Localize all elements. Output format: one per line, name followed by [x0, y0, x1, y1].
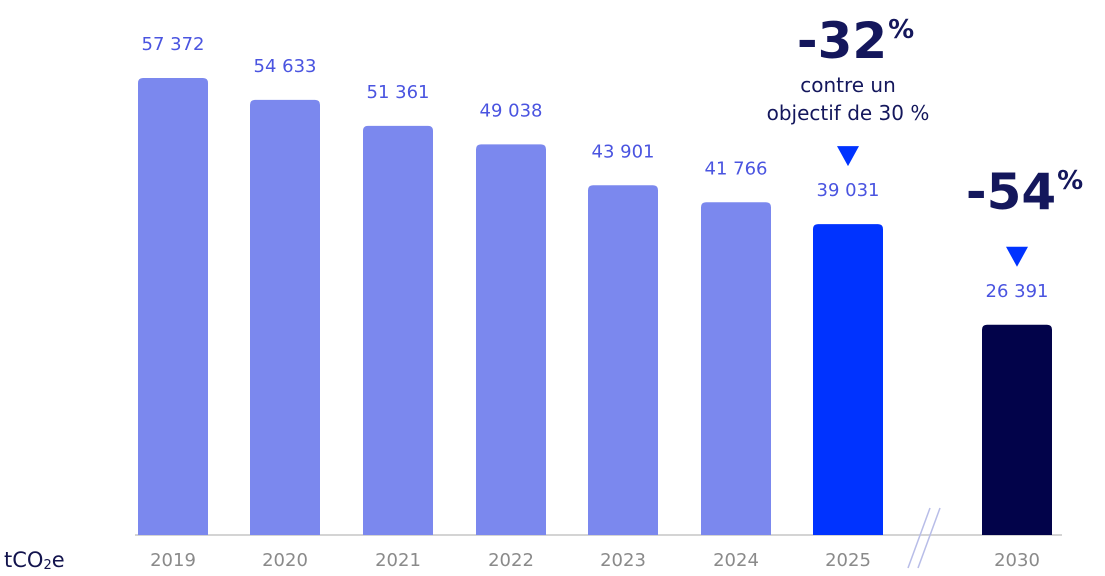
tick-label-2025: 2025 — [825, 550, 871, 571]
tick-label-2024: 2024 — [713, 550, 759, 571]
axis-break-mark — [907, 507, 931, 569]
tick-label-2020: 2020 — [262, 550, 308, 571]
value-label-2025: 39 031 — [817, 180, 880, 201]
unit-label: tCO2e — [4, 548, 65, 573]
bar-2019 — [138, 78, 208, 535]
reduction-headline: -54 — [966, 163, 1056, 221]
value-label-2019: 57 372 — [142, 34, 205, 55]
value-label-2023: 43 901 — [592, 141, 655, 162]
annotation-subtext: objectif de 30 % — [767, 101, 930, 125]
reduction-percent-sign: % — [888, 15, 914, 45]
bar-2025 — [813, 224, 883, 535]
reduction-marker-icon — [1006, 246, 1028, 267]
unit-sub: 2 — [43, 558, 52, 573]
value-label-2030: 26 391 — [986, 281, 1049, 302]
tick-label-2023: 2023 — [600, 550, 646, 571]
tick-label-2030: 2030 — [994, 550, 1040, 571]
bar-2024 — [701, 202, 771, 536]
value-label-2021: 51 361 — [367, 82, 430, 103]
bar-2020 — [250, 99, 320, 536]
reduction-percent-sign: % — [1057, 166, 1083, 196]
annotation-subtext: contre un — [800, 73, 896, 97]
value-label-2024: 41 766 — [705, 158, 768, 179]
bar-2030 — [982, 324, 1052, 535]
value-label-2022: 49 038 — [480, 100, 543, 121]
tick-label-2022: 2022 — [488, 550, 534, 571]
axis-break-mark — [917, 507, 941, 569]
bar-2022 — [476, 144, 546, 536]
bar-2023 — [588, 185, 658, 536]
bar-2021 — [363, 125, 433, 535]
tick-label-2021: 2021 — [375, 550, 421, 571]
reduction-headline: -32 — [797, 12, 887, 70]
value-label-2020: 54 633 — [254, 56, 317, 77]
unit-main: tCO — [4, 548, 44, 572]
unit-suffix: e — [51, 548, 65, 572]
tick-label-2019: 2019 — [150, 550, 196, 571]
reduction-marker-icon — [837, 146, 859, 167]
